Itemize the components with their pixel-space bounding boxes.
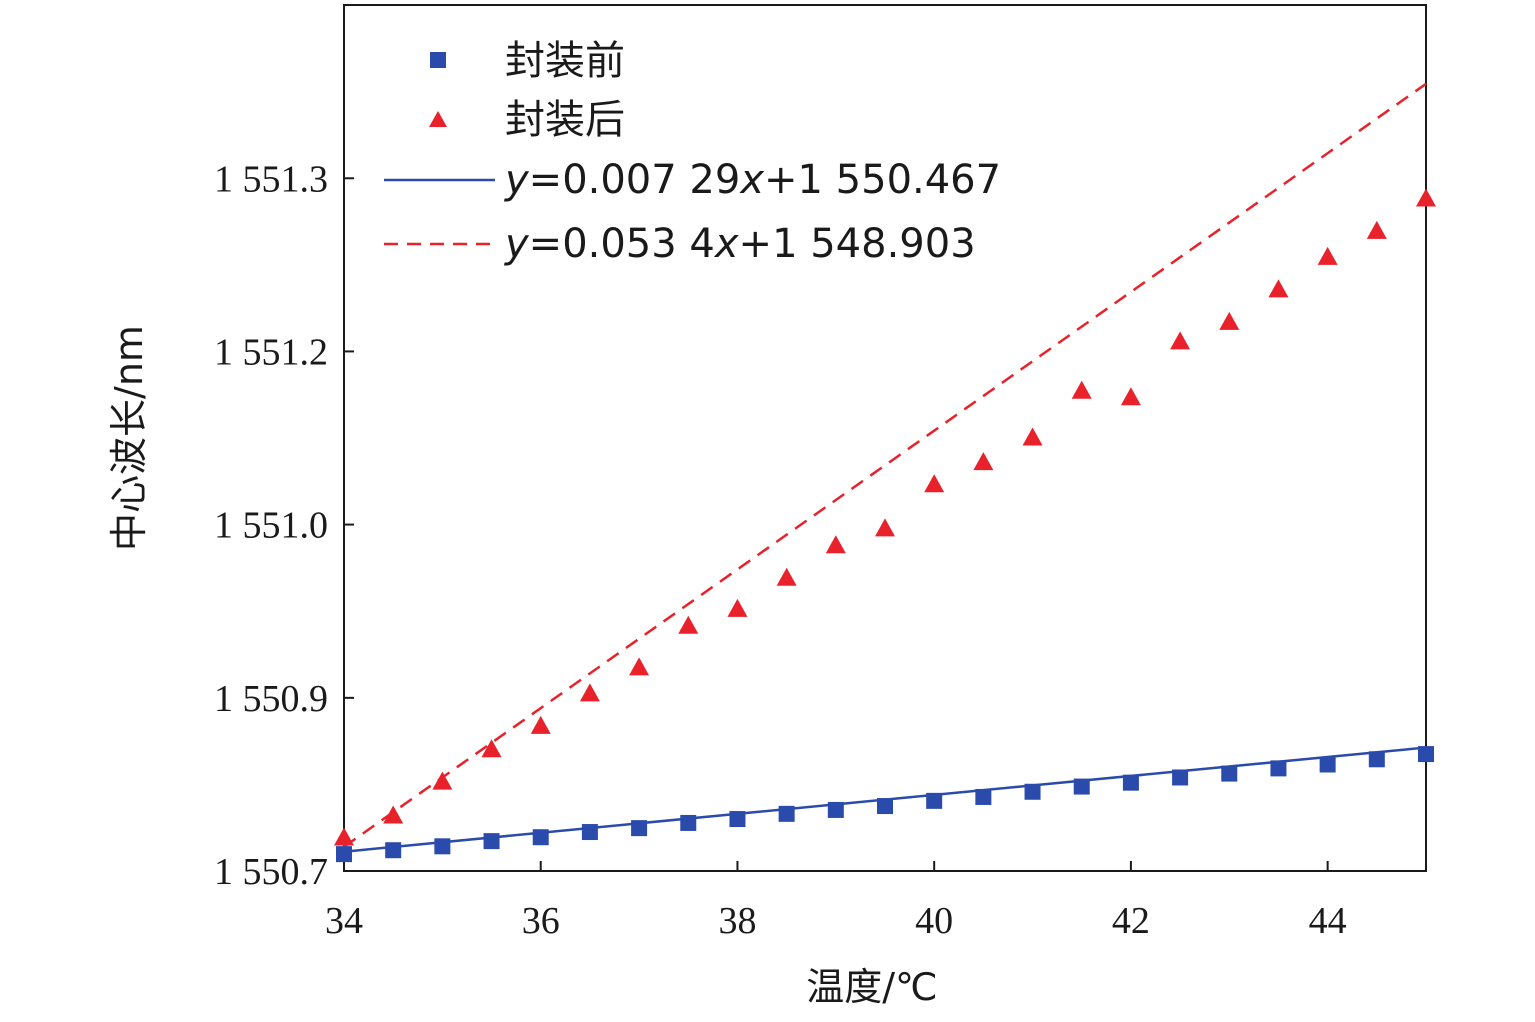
data-point-before [385,842,402,859]
x-tick-label: 42 [1112,900,1150,942]
data-point-after [924,474,945,493]
y-tick-label: 1 551.0 [214,505,328,547]
y-tick-label: 1 551.2 [214,331,328,373]
data-point-after [973,452,994,471]
data-point-after [1022,427,1043,446]
data-point-before [1221,765,1238,782]
data-point-after [334,827,354,846]
data-point-after [1071,380,1092,399]
data-markers [334,188,1436,863]
fit-line-after [343,82,1427,848]
data-point-after [1317,246,1338,265]
data-point-after [530,715,551,734]
data-point-before [1319,756,1336,773]
data-point-before [434,838,451,855]
data-point-before [1073,778,1090,795]
legend-label-after: 封装后 [505,97,625,143]
data-point-after [678,615,699,634]
data-point-after [1416,188,1436,207]
x-axis-title: 温度/℃ [806,965,937,1009]
plot-frame [343,4,1427,872]
data-point-before [581,824,598,841]
data-point-after [1219,311,1240,330]
data-point-before [1172,769,1189,786]
data-point-after [1120,387,1141,406]
data-point-before [1024,783,1041,800]
data-point-after [776,567,797,586]
y-tick-label: 1 550.7 [214,851,328,893]
legend-marker-square [430,52,446,68]
data-point-before [926,792,943,809]
data-point-after [727,598,748,617]
y-axis-title: 中心波长/nm [107,325,151,551]
legend-label-before: 封装前 [505,38,625,84]
x-tick-label: 38 [718,900,756,942]
legend-label-fit-before: y=0.007 29x+1 550.467 [504,157,1001,203]
data-point-before [631,820,648,837]
data-point-before [483,833,500,850]
data-point-before [532,829,549,846]
data-point-before [1270,760,1287,777]
data-point-before [1122,774,1139,791]
data-point-after [875,518,895,537]
legend-marker-triangle [429,111,447,127]
legend: 封装前 封装后 y=0.007 29x+1 550.467 y=0.053 4x… [384,38,1001,267]
data-point-after [825,535,846,554]
data-point-after [1170,331,1191,350]
data-point-after [579,683,600,702]
data-point-after [1366,220,1387,239]
data-point-after [1268,279,1289,298]
y-tick-label: 1 551.3 [214,158,328,200]
x-tick-label: 40 [915,900,953,942]
data-point-before [975,788,992,805]
x-tick-label: 36 [522,900,560,942]
data-point-after [383,805,404,824]
data-point-before [336,846,352,863]
data-point-after [432,771,453,790]
data-point-before [877,798,893,815]
data-point-before [778,805,795,822]
data-point-before [827,801,844,818]
x-tick-label: 34 [325,900,363,942]
y-axis-ticks: 1 550.7 1 550.9 1 551.0 1 551.2 1 551.3 [214,4,354,893]
data-point-before [680,814,697,831]
data-point-before [729,811,746,828]
x-axis-ticks: 34 36 38 40 42 44 [325,861,1347,942]
data-point-before [1368,751,1385,768]
legend-label-fit-after: y=0.053 4x+1 548.903 [504,221,976,267]
data-point-after [481,739,502,758]
data-point-before [1418,746,1434,763]
data-point-after [629,657,650,676]
y-tick-label: 1 550.9 [214,678,328,720]
x-tick-label: 44 [1309,900,1347,942]
